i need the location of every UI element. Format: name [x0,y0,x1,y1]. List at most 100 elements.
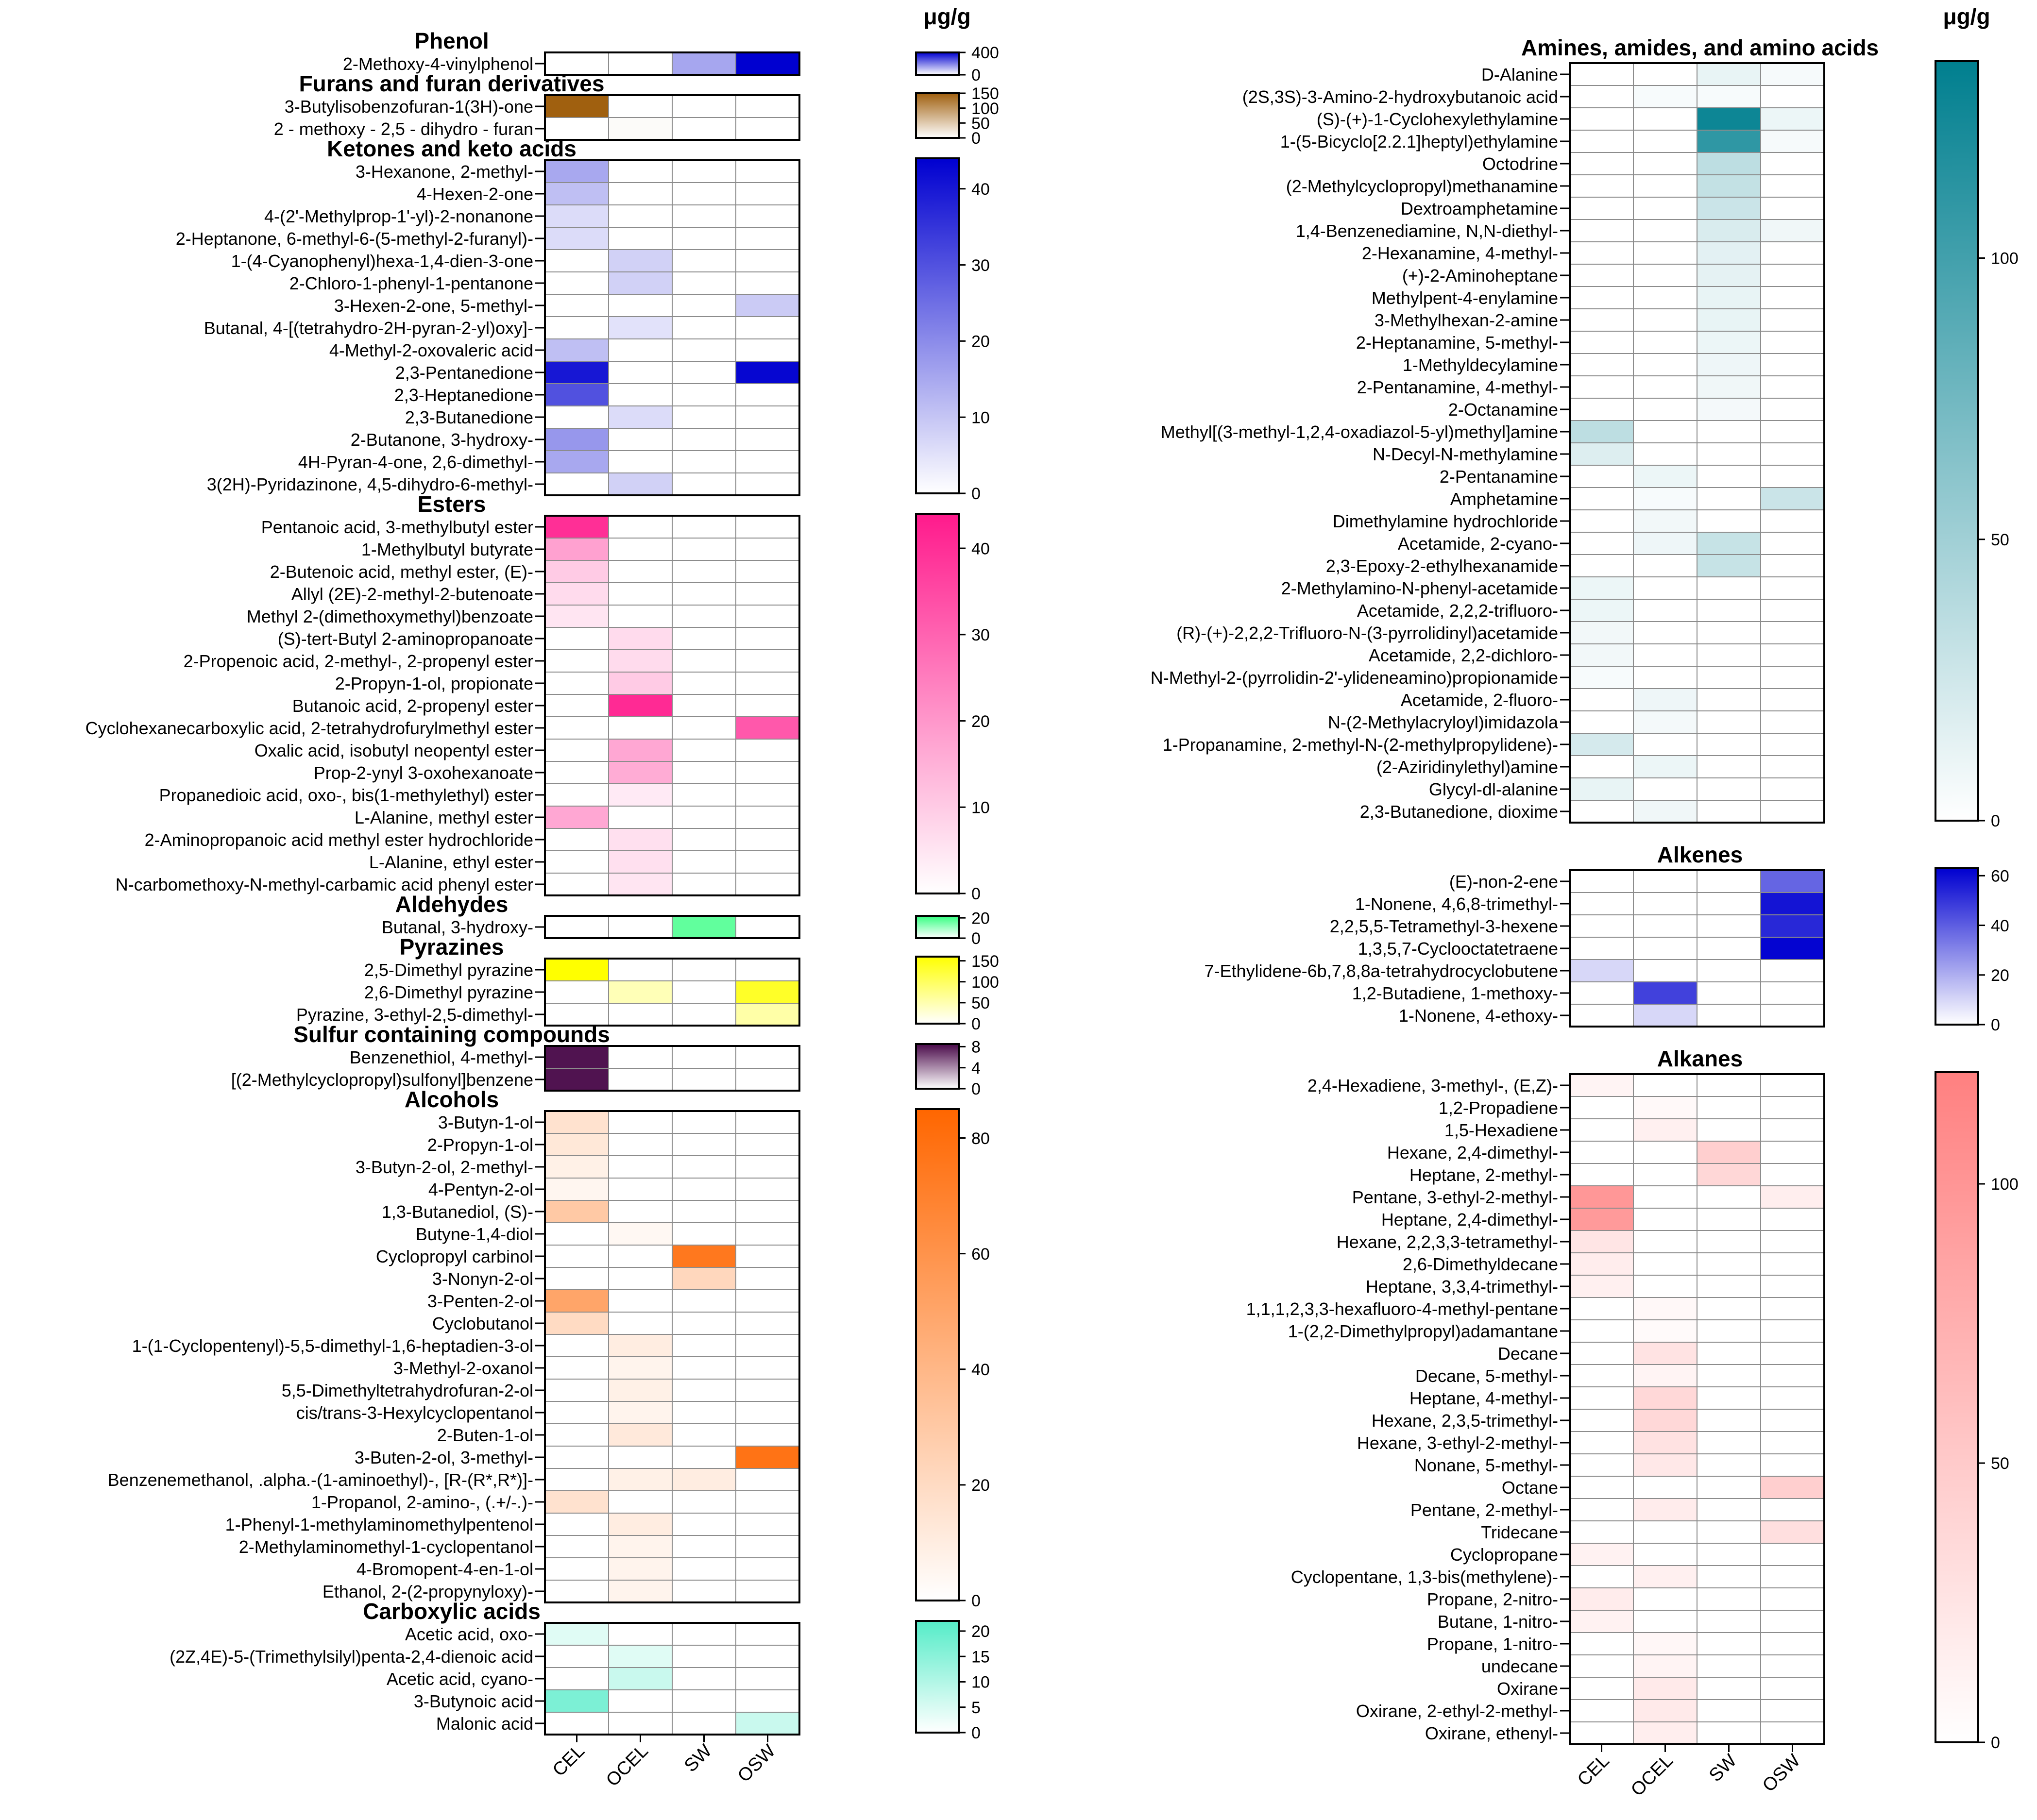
row-label: 1-Nonene, 4,6,8-trimethyl- [1355,894,1558,914]
heatmap-cell [1569,264,1634,287]
heatmap-cell [1697,532,1761,555]
colorbar-tick-label: 20 [971,712,990,731]
heatmap-cell [608,716,673,740]
heatmap-cell [608,1712,673,1735]
row-label: 1,1,1,2,3,3-hexafluoro-4-methyl-pentane [1246,1299,1558,1319]
heatmap-cell [672,873,736,896]
heatmap-cell [608,873,673,896]
heatmap-cell [544,649,609,673]
heatmap-cell [672,915,736,939]
heatmap-cell [1760,1543,1825,1566]
heatmap-cell [608,582,673,606]
heatmap-cell [672,1045,736,1069]
heatmap-cell [1569,174,1634,198]
colorbar-tick-label: 8 [971,1038,981,1057]
row-label: 2 - methoxy - 2,5 - dihydro - furan [274,119,533,139]
heatmap-cell [735,1535,800,1558]
heatmap-cell [1697,1297,1761,1320]
heatmap-cell [672,1200,736,1223]
heatmap-cell [735,627,800,650]
row-label: Methyl[(3-methyl-1,2,4-oxadiazol-5-yl)me… [1161,422,1558,442]
heatmap-cell [544,806,609,829]
row-label: D-Alanine [1481,65,1558,84]
heatmap-cell [608,1155,673,1179]
heatmap-cell [672,227,736,250]
heatmap-cell [544,1379,609,1402]
heatmap-cell [1697,959,1761,982]
heatmap-cell [672,182,736,205]
heatmap-cell [1633,1610,1698,1633]
panel-title: Pyrazines [400,934,504,960]
heatmap-cell [544,1712,609,1735]
heatmap-cell [735,915,800,939]
heatmap-cell [608,117,673,140]
colorbar-tick-label: 4 [971,1059,981,1078]
colorbar [1935,60,1979,822]
heatmap-cell [1569,643,1634,667]
panel-title: Phenol [414,28,489,53]
row-label: 4-Methyl-2-oxovaleric acid [329,340,533,360]
heatmap-cell [544,958,609,981]
heatmap-cell [1633,1498,1698,1521]
heatmap-cell [1697,1163,1761,1186]
heatmap-cell [1633,1721,1698,1745]
heatmap-cell [608,694,673,717]
heatmap-cell [1760,331,1825,354]
heatmap-cell [1697,1342,1761,1365]
heatmap-cell [544,1689,609,1713]
heatmap-cell [1760,375,1825,399]
row-label: 1-(1-Cyclopentenyl)-5,5-dimethyl-1,6-hep… [132,1336,533,1356]
heatmap-cell [672,582,736,606]
heatmap-cell [1633,1699,1698,1722]
heatmap-cell [672,383,736,406]
heatmap-cell [544,182,609,205]
heatmap-cell [672,1379,736,1402]
panel-title: Alkanes [1657,1046,1743,1071]
colorbar [915,51,960,76]
heatmap-cell [1760,1386,1825,1410]
heatmap-cell [1697,1185,1761,1209]
row-label: 5,5-Dimethyltetrahydrofuran-2-ol [282,1381,533,1400]
heatmap-cell [672,806,736,829]
heatmap-cell [1633,1453,1698,1477]
heatmap-cell [608,1133,673,1156]
heatmap-cell [608,1401,673,1424]
colorbar [915,1620,960,1734]
heatmap-cell [1760,1520,1825,1544]
colorbar [915,1043,960,1090]
row-label: 1-Methyldecylamine [1403,355,1558,375]
heatmap-cell [1569,1319,1634,1343]
heatmap-cell [1569,710,1634,734]
heatmap-cell [1760,353,1825,376]
row-label: (E)-non-2-ene [1449,872,1558,892]
heatmap-cell [1633,981,1698,1005]
heatmap-cell [1697,666,1761,689]
heatmap-cell [608,1178,673,1201]
row-label: 2,5-Dimethyl pyrazine [364,960,533,980]
heatmap-cell [1697,710,1761,734]
heatmap-cell [608,160,673,183]
heatmap-cell [735,806,800,829]
row-label: Nonane, 5-methyl- [1414,1455,1558,1475]
heatmap-cell [672,1222,736,1246]
heatmap-cell [1697,107,1761,131]
heatmap-cell [735,1222,800,1246]
heatmap-cell [544,249,609,272]
heatmap-cell [544,538,609,561]
colorbar-tick-label: 0 [971,885,981,903]
heatmap-cell [544,316,609,339]
heatmap-cell [672,716,736,740]
row-label: Dextroamphetamine [1401,199,1558,219]
heatmap-cell [608,1267,673,1290]
panel-border [544,159,800,496]
heatmap-cell [1697,63,1761,86]
heatmap-cell [544,783,609,807]
row-label: Oxalic acid, isobutyl neopentyl ester [255,741,533,760]
heatmap-cell [1569,442,1634,466]
row-label: 3-Methyl-2-oxanol [393,1358,533,1378]
heatmap-cell [1760,63,1825,86]
heatmap-cell [672,1267,736,1290]
row-label: 2-Buten-1-ol [437,1425,533,1445]
panel-border [544,1110,800,1603]
heatmap-cell [1760,599,1825,622]
